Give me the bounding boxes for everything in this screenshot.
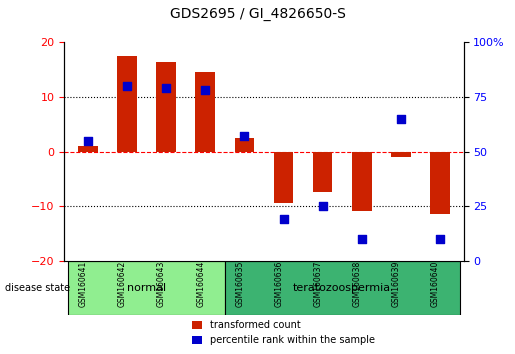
Point: [279, 216, 287, 222]
Text: GSM160643: GSM160643: [157, 261, 166, 307]
Bar: [273, 152, 293, 203]
Point: [201, 88, 210, 93]
Bar: [235, 138, 254, 152]
Point: [84, 138, 92, 143]
Text: GSM160640: GSM160640: [431, 261, 440, 307]
Bar: [430, 152, 450, 214]
Text: GSM160644: GSM160644: [196, 261, 205, 307]
Point: [397, 116, 405, 122]
FancyBboxPatch shape: [68, 261, 225, 315]
Point: [436, 236, 444, 241]
Text: normal: normal: [127, 283, 166, 293]
Bar: [391, 152, 410, 157]
Bar: [157, 62, 176, 152]
Point: [241, 133, 249, 139]
Point: [357, 236, 366, 241]
Bar: [352, 152, 371, 211]
Text: GSM160638: GSM160638: [353, 261, 362, 307]
Bar: [117, 56, 137, 152]
Bar: [78, 146, 98, 152]
Text: teratozoospermia: teratozoospermia: [293, 283, 391, 293]
FancyBboxPatch shape: [225, 261, 459, 315]
Point: [318, 203, 327, 209]
Text: disease state: disease state: [5, 283, 70, 293]
Text: GSM160636: GSM160636: [274, 261, 283, 307]
Bar: [313, 152, 332, 193]
Text: GSM160637: GSM160637: [314, 261, 322, 307]
Text: GSM160635: GSM160635: [235, 261, 245, 307]
Point: [162, 85, 170, 91]
Bar: [196, 73, 215, 152]
Text: GSM160639: GSM160639: [392, 261, 401, 307]
Legend: transformed count, percentile rank within the sample: transformed count, percentile rank withi…: [188, 316, 379, 349]
Text: GDS2695 / GI_4826650-S: GDS2695 / GI_4826650-S: [169, 7, 346, 21]
Point: [123, 83, 131, 89]
Text: GSM160642: GSM160642: [118, 261, 127, 307]
Text: GSM160641: GSM160641: [79, 261, 88, 307]
